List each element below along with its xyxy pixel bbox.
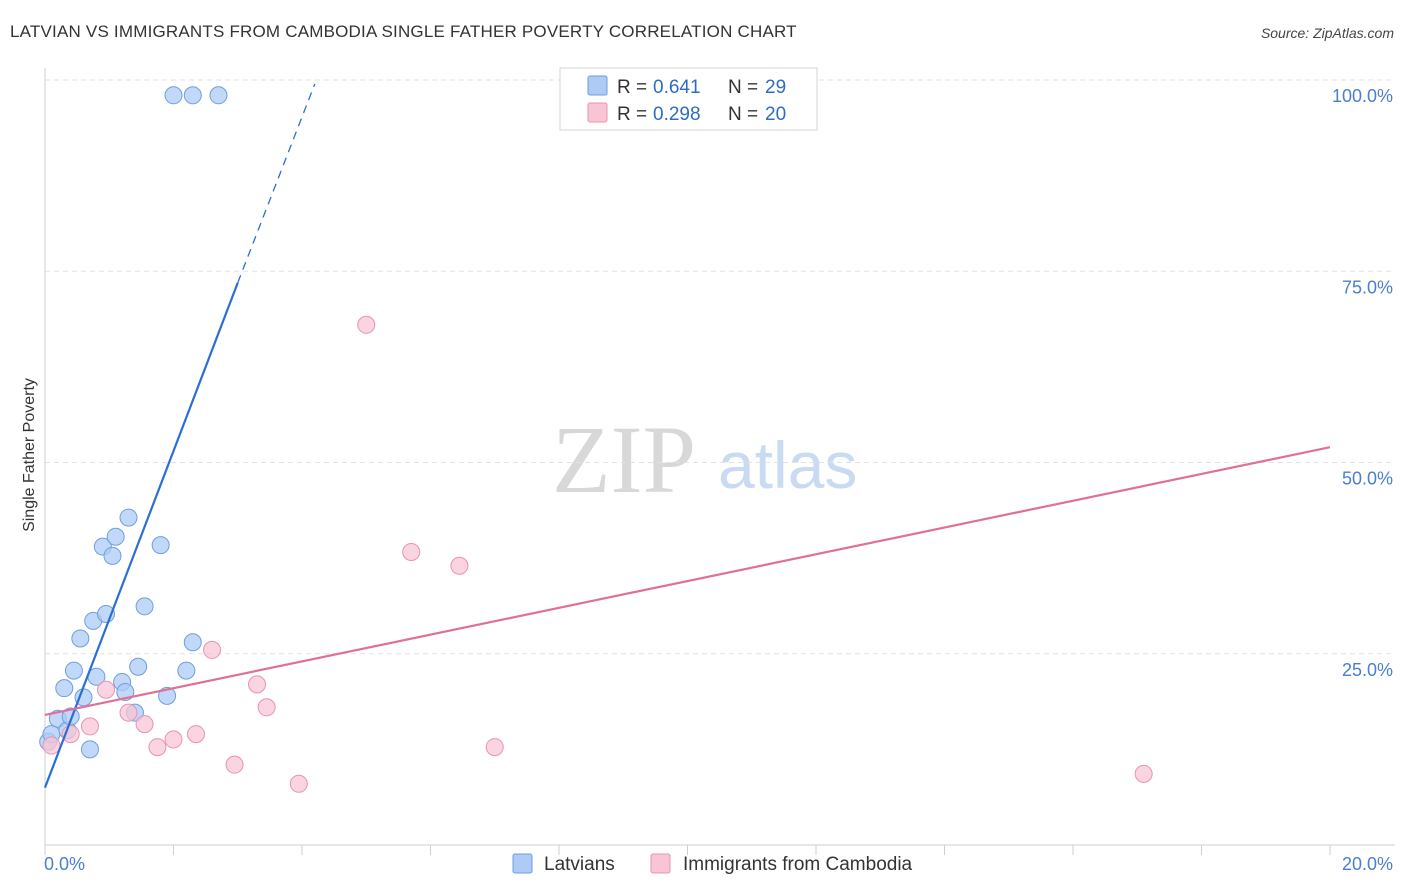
y-tick-label-100: 100.0%: [1332, 86, 1393, 106]
point-latvians-25: [183, 633, 202, 652]
point-cambodia-15: [402, 543, 421, 562]
series-cambodia: [42, 82, 1153, 793]
point-cambodia-14: [357, 315, 376, 334]
legend-n-value-latvians: 29: [765, 77, 786, 98]
legend-box: R = 0.641 N = 29 R = 0.298 N = 20: [559, 67, 818, 131]
point-latvians-22: [151, 536, 170, 555]
point-cambodia-0: [42, 736, 61, 755]
x-axis-ticks: [44, 845, 1331, 855]
point-cambodia-12: [257, 698, 276, 717]
x-tick-label-min: 0.0%: [44, 854, 85, 874]
point-cambodia-18: [1134, 764, 1153, 783]
legend-n-label-latvians: N =: [728, 77, 758, 98]
bottom-legend-latvians: Latvians: [544, 854, 615, 875]
point-latvians-6: [64, 661, 83, 680]
y-tick-label-25: 25.0%: [1342, 660, 1393, 680]
trend-line-latvians: [43, 282, 239, 789]
point-latvians-26: [164, 86, 183, 105]
point-cambodia-11: [248, 675, 267, 694]
point-latvians-9: [80, 740, 99, 759]
x-tick-label-max: 20.0%: [1342, 854, 1393, 874]
point-latvians-14: [103, 546, 122, 565]
legend-swatch-latvians: [587, 75, 608, 96]
point-cambodia-5: [135, 715, 154, 734]
point-cambodia-3: [97, 680, 116, 699]
watermark-zip: ZIP: [552, 406, 696, 513]
point-latvians-24: [177, 661, 196, 680]
point-latvians-7: [71, 629, 90, 648]
point-cambodia-2: [80, 717, 99, 736]
legend-r-label-cambodia: R =: [617, 104, 647, 125]
point-latvians-18: [119, 508, 138, 527]
legend-r-value-cambodia: 0.298: [653, 104, 701, 125]
bottom-legend-swatch-cambodia: [650, 853, 671, 874]
bottom-legend: Latvians Immigrants from Cambodia: [512, 853, 913, 875]
point-cambodia-16: [450, 556, 469, 575]
point-cambodia-4: [119, 703, 138, 722]
legend-n-value-cambodia: 20: [765, 104, 786, 125]
series-layer: [39, 82, 1331, 793]
point-cambodia-10: [225, 755, 244, 774]
legend-n-label-cambodia: N =: [728, 104, 758, 125]
trend-line-extension-latvians: [237, 83, 316, 283]
y-tick-label-50: 50.0%: [1342, 469, 1393, 489]
point-latvians-21: [135, 597, 154, 616]
source-credit: Source: ZipAtlas.com: [1260, 25, 1394, 41]
grid-lines: [45, 79, 1395, 655]
y-tick-label-75: 75.0%: [1342, 277, 1393, 297]
legend-swatch-cambodia: [587, 102, 608, 123]
bottom-legend-cambodia: Immigrants from Cambodia: [683, 854, 913, 875]
point-latvians-23: [158, 686, 177, 705]
point-cambodia-9: [203, 640, 222, 659]
y-axis-tick-labels: 25.0% 50.0% 75.0% 100.0%: [1332, 86, 1393, 680]
series-latvians: [39, 86, 228, 759]
point-cambodia-8: [186, 725, 205, 744]
point-cambodia-17: [485, 738, 504, 757]
y-axis-label: Single Father Poverty: [21, 378, 38, 532]
point-cambodia-7: [164, 730, 183, 749]
point-latvians-28: [209, 86, 228, 105]
legend-r-label-latvians: R =: [617, 77, 647, 98]
point-latvians-15: [106, 527, 125, 546]
point-cambodia-13: [289, 774, 308, 793]
legend-r-value-latvians: 0.641: [653, 77, 701, 98]
bottom-legend-swatch-latvians: [512, 853, 533, 874]
point-cambodia-6: [148, 738, 167, 757]
chart-title: LATVIAN VS IMMIGRANTS FROM CAMBODIA SING…: [10, 22, 797, 41]
watermark-atlas: atlas: [718, 428, 857, 502]
point-latvians-3: [55, 679, 74, 698]
trend-line-cambodia: [44, 446, 1331, 717]
point-latvians-27: [183, 86, 202, 105]
point-latvians-20: [129, 657, 148, 676]
